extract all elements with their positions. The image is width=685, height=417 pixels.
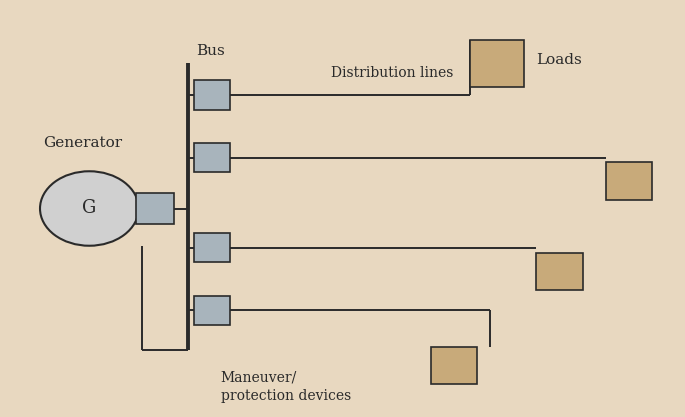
Ellipse shape xyxy=(40,171,138,246)
FancyBboxPatch shape xyxy=(195,296,230,325)
Text: G: G xyxy=(82,199,97,218)
FancyBboxPatch shape xyxy=(195,143,230,172)
FancyBboxPatch shape xyxy=(432,347,477,384)
Text: Loads: Loads xyxy=(536,53,582,67)
Text: Bus: Bus xyxy=(196,44,225,58)
FancyBboxPatch shape xyxy=(136,193,174,224)
Text: Distribution lines: Distribution lines xyxy=(331,66,453,80)
FancyBboxPatch shape xyxy=(195,80,230,110)
Text: Maneuver/
protection devices: Maneuver/ protection devices xyxy=(221,370,351,402)
FancyBboxPatch shape xyxy=(606,163,651,200)
FancyBboxPatch shape xyxy=(470,40,524,87)
FancyBboxPatch shape xyxy=(195,233,230,262)
FancyBboxPatch shape xyxy=(536,253,582,290)
Text: Generator: Generator xyxy=(43,136,123,150)
